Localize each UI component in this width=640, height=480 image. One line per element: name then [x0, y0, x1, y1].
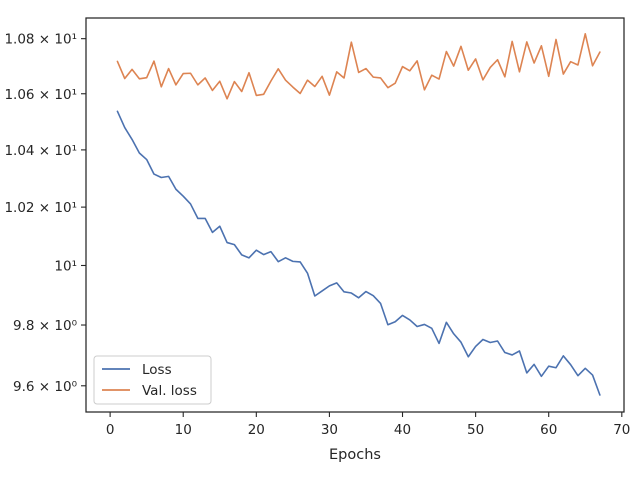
legend-label: Loss [142, 362, 172, 378]
x-tick-label: 30 [321, 422, 338, 438]
series-line-loss [116, 110, 601, 396]
x-tick-label: 40 [394, 422, 411, 438]
x-tick-label: 70 [613, 422, 630, 438]
y-tick-label: 10¹ [54, 258, 77, 274]
x-axis-label: Epochs [329, 447, 381, 463]
y-tick-label: 1.02 × 10¹ [4, 200, 77, 216]
legend-label: Val. loss [142, 383, 197, 399]
x-tick-label: 10 [175, 422, 192, 438]
legend: Loss Val. loss [93, 355, 212, 405]
y-tick-label: 1.08 × 10¹ [4, 32, 77, 48]
series-line-val-loss [116, 32, 601, 100]
y-tick-label: 9.8 × 10⁰ [13, 318, 77, 334]
x-tick-label: 50 [467, 422, 484, 438]
y-tick-label: 9.6 × 10⁰ [13, 379, 77, 395]
x-tick-label: 20 [248, 422, 265, 438]
y-axis-ticks: 9.6 × 10⁰ 9.8 × 10⁰ 10¹ 1.02 × 10¹ 1.04 × 10… [4, 32, 86, 395]
x-tick-label: 0 [106, 422, 115, 438]
x-axis-ticks: 0 10 20 30 40 50 60 70 [106, 412, 630, 438]
y-tick-label: 1.04 × 10¹ [4, 143, 77, 159]
x-tick-label: 60 [540, 422, 557, 438]
y-tick-label: 1.06 × 10¹ [4, 87, 77, 103]
axes-frame [85, 17, 625, 413]
legend-box [93, 355, 212, 405]
series-lines [116, 32, 601, 396]
